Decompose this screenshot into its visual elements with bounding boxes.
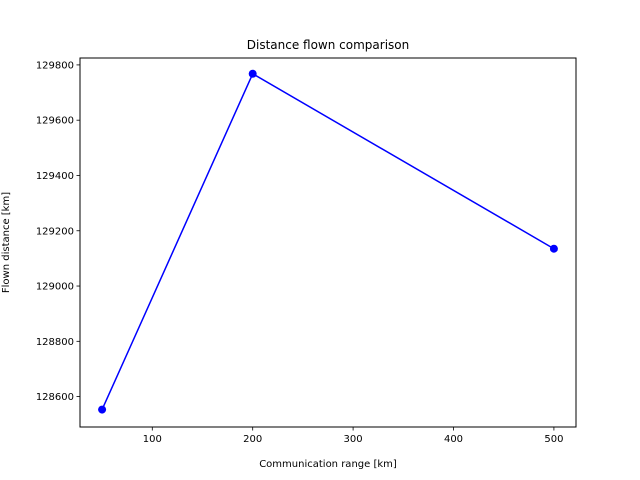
y-tick-label: 129600 <box>36 116 74 127</box>
x-tick-label: 100 <box>143 434 162 445</box>
chart-title: Distance flown comparison <box>247 38 410 52</box>
y-tick-label: 129000 <box>36 282 74 293</box>
series-layer <box>98 69 558 414</box>
x-tick-label: 200 <box>243 434 262 445</box>
data-point <box>98 405 107 414</box>
x-axis-label: Communication range [km] <box>259 459 397 470</box>
x-axis: 100 200 300 400 500 <box>143 427 563 445</box>
x-tick-label: 300 <box>344 434 363 445</box>
y-axis: 128600 128800 129000 129200 129400 129600 1298… <box>36 60 80 403</box>
y-tick-label: 129200 <box>36 226 74 237</box>
x-tick-label: 500 <box>544 434 563 445</box>
y-axis-label: Flown distance [km] <box>1 192 12 293</box>
plot-area <box>79 57 577 428</box>
data-point <box>248 69 257 78</box>
x-tick-label: 400 <box>444 434 463 445</box>
y-tick-label: 129800 <box>36 60 74 71</box>
y-tick-label: 128600 <box>36 392 74 403</box>
y-tick-label: 129400 <box>36 171 74 182</box>
y-tick-label: 128800 <box>36 337 74 348</box>
data-point <box>549 244 558 253</box>
